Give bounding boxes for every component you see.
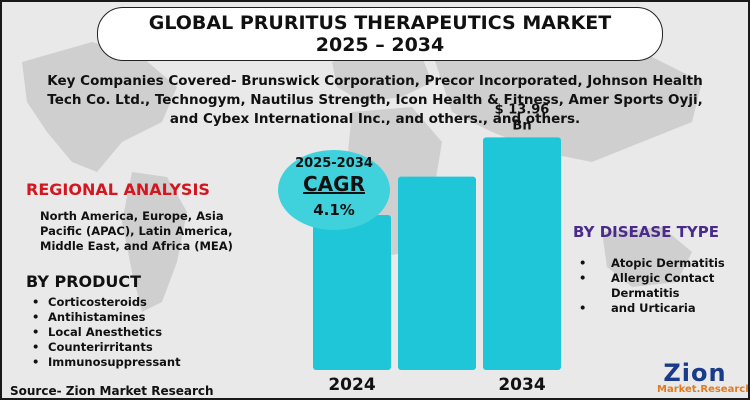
data-label: $ 13.96 bbox=[495, 102, 550, 117]
logo-subtext: Market.Research bbox=[657, 384, 750, 395]
companies-line-1: Key Companies Covered- Brunswick Corpora… bbox=[47, 73, 703, 89]
regional-analysis-text: North America, Europe, Asia Pacific (APA… bbox=[40, 209, 255, 254]
bar-2024 bbox=[313, 215, 391, 370]
source-note: Source- Zion Market Research bbox=[10, 384, 214, 398]
x-tick-label: 2024 bbox=[328, 375, 375, 395]
bar-2034 bbox=[483, 137, 561, 370]
region-line: North America, Europe, Asia bbox=[40, 209, 224, 223]
disease-item: Atopic Dermatitis bbox=[595, 256, 735, 271]
product-item: Immunosuppressant bbox=[32, 355, 181, 370]
region-line: Pacific (APAC), Latin America, bbox=[40, 224, 233, 238]
region-line: Middle East, and Africa (MEA) bbox=[40, 239, 233, 253]
product-list: Corticosteroids Antihistamines Local Ane… bbox=[32, 295, 181, 370]
cagr-bubble: 2025-2034 CAGR 4.1% bbox=[278, 150, 390, 230]
bar-value-1 bbox=[398, 176, 476, 370]
disease-item: and Urticaria bbox=[595, 301, 735, 316]
title-line-2: 2025 – 2034 bbox=[315, 34, 445, 56]
chart-title: GLOBAL PRURITUS THERAPEUTICS MARKET 2025… bbox=[97, 7, 663, 61]
product-item: Counterirritants bbox=[32, 340, 181, 355]
disease-item: Allergic Contact Dermatitis bbox=[595, 271, 735, 301]
title-line-1: GLOBAL PRURITUS THERAPEUTICS MARKET bbox=[148, 12, 612, 34]
logo-brand: Zion bbox=[663, 359, 727, 387]
product-item: Local Anesthetics bbox=[32, 325, 181, 340]
data-label: Bn bbox=[512, 118, 531, 133]
cagr-label: CAGR bbox=[303, 172, 365, 196]
product-item: Corticosteroids bbox=[32, 295, 181, 310]
companies-line-3: and Cybex International Inc., and others… bbox=[169, 111, 581, 127]
product-item: Antihistamines bbox=[32, 310, 181, 325]
cagr-rate: 4.1% bbox=[313, 201, 355, 219]
by-disease-type-heading: BY DISEASE TYPE bbox=[573, 223, 719, 241]
regional-analysis-heading: REGIONAL ANALYSIS bbox=[26, 180, 210, 199]
x-tick-label: 2034 bbox=[498, 375, 545, 395]
zion-logo: Zion Market.Research bbox=[657, 359, 750, 398]
companies-line-2: Tech Co. Ltd., Technogym, Nautilus Stren… bbox=[47, 92, 703, 108]
disease-list: Atopic Dermatitis Allergic Contact Derma… bbox=[595, 256, 735, 316]
by-product-heading: BY PRODUCT bbox=[26, 272, 142, 291]
key-companies: Key Companies Covered- Brunswick Corpora… bbox=[42, 72, 708, 129]
cagr-period: 2025-2034 bbox=[295, 156, 373, 171]
